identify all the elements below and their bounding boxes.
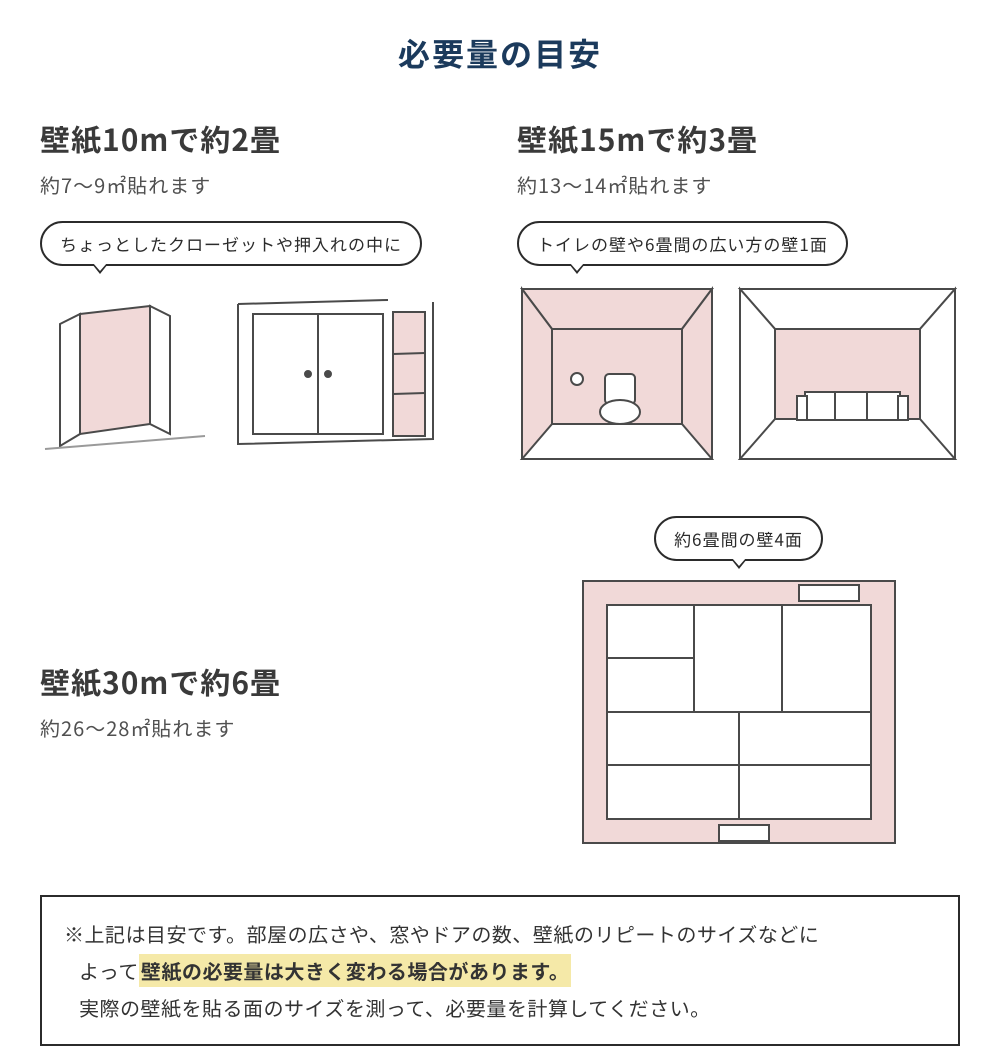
content-grid: 壁紙10mで約2畳 約7～9㎡貼れます ちょっとしたクローゼットや押入れの中に bbox=[40, 116, 960, 1046]
section-15m: 壁紙15mで約3畳 約13～14㎡貼れます トイレの壁や6畳間の広い方の壁1面 bbox=[517, 116, 960, 464]
bubble-10m: ちょっとしたクローゼットや押入れの中に bbox=[40, 221, 422, 266]
bubble-30m: 約6畳間の壁4面 bbox=[654, 516, 823, 561]
note-box: ※上記は目安です。部屋の広さや、窓やドアの数、壁紙のリピートのサイズなどに よっ… bbox=[40, 895, 960, 1046]
illus-row-10m bbox=[40, 284, 477, 454]
section-10m: 壁紙10mで約2畳 約7～9㎡貼れます ちょっとしたクローゼットや押入れの中に bbox=[40, 116, 477, 464]
toilet-room-icon bbox=[517, 284, 717, 464]
heading-15m: 壁紙15mで約3畳 bbox=[517, 116, 960, 160]
note-line3-text: 実際の壁紙を貼る面のサイズを測って、必要量を計算してください。 bbox=[79, 993, 711, 1022]
sub-30m: 約26～28㎡貼れます bbox=[40, 713, 477, 742]
illus-row-15m bbox=[517, 284, 960, 464]
heading-30m: 壁紙30mで約6畳 bbox=[40, 659, 477, 703]
note-line2a: よって bbox=[79, 956, 139, 985]
oshiire-icon bbox=[228, 284, 438, 454]
floorplan-icon bbox=[579, 577, 899, 847]
bubble-15m: トイレの壁や6畳間の広い方の壁1面 bbox=[517, 221, 848, 266]
note-line1: ※上記は目安です。部屋の広さや、窓やドアの数、壁紙のリピートのサイズなどに bbox=[64, 915, 936, 952]
closet-icon bbox=[40, 284, 210, 454]
heading-10m: 壁紙10mで約2畳 bbox=[40, 116, 477, 160]
sub-10m: 約7～9㎡貼れます bbox=[40, 170, 477, 199]
room-wall-icon bbox=[735, 284, 960, 464]
note-line3: 実際の壁紙を貼る面のサイズを測って、必要量を計算してください。 bbox=[64, 989, 936, 1026]
note-line2: よって壁紙の必要量は大きく変わる場合があります。 bbox=[64, 952, 936, 989]
page-title: 必要量の目安 bbox=[40, 30, 960, 76]
section-30m-illus: 約6畳間の壁4面 bbox=[517, 494, 960, 847]
note-highlight: 壁紙の必要量は大きく変わる場合があります。 bbox=[139, 954, 572, 987]
sub-15m: 約13～14㎡貼れます bbox=[517, 170, 960, 199]
section-30m: 壁紙30mで約6畳 約26～28㎡貼れます bbox=[40, 599, 477, 742]
